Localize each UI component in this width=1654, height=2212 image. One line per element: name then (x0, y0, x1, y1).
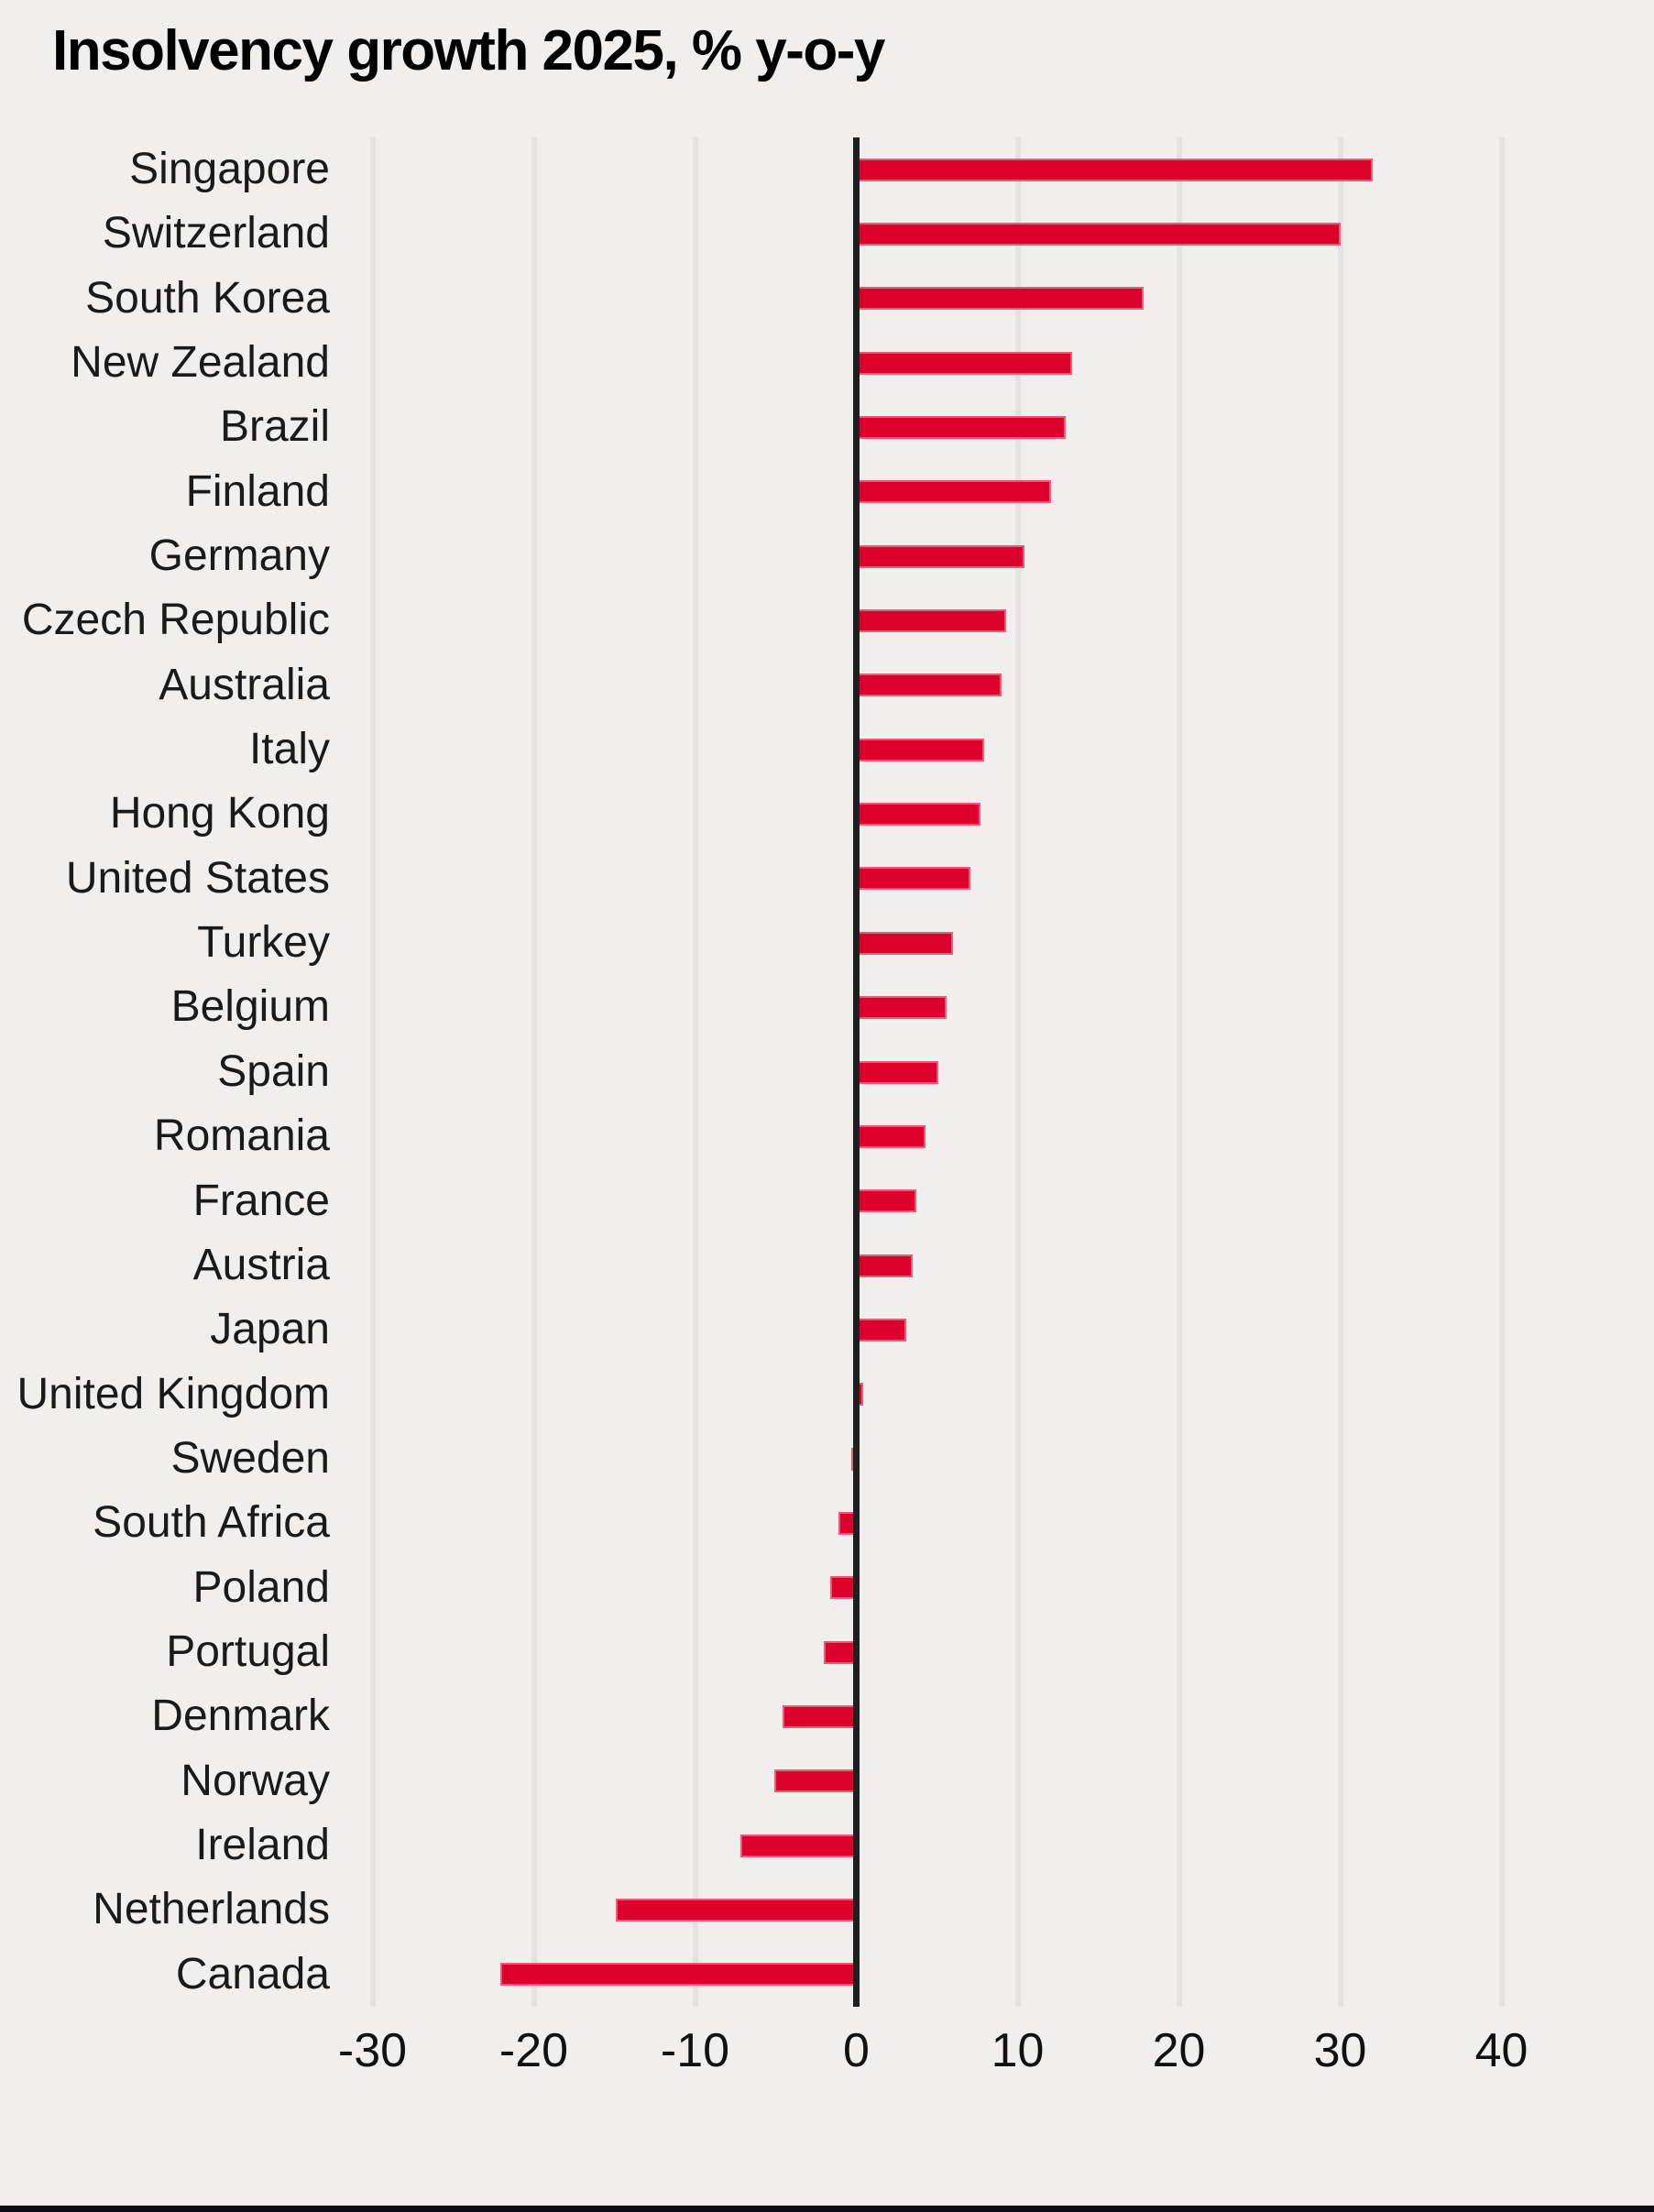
country-label: Denmark (151, 1692, 330, 1741)
gridline (692, 137, 698, 2007)
x-tick-label: 10 (991, 2024, 1045, 2077)
bar (856, 931, 954, 955)
country-label: Poland (192, 1562, 330, 1612)
bar (782, 1704, 857, 1728)
country-label: Sweden (170, 1433, 330, 1483)
gridline (1498, 137, 1505, 2007)
bar (856, 544, 1024, 568)
bar (856, 1254, 914, 1277)
country-label: Turkey (197, 918, 330, 968)
x-tick-label: 40 (1474, 2024, 1528, 2077)
country-label: Singapore (129, 145, 330, 193)
gridline (1176, 137, 1182, 2007)
x-tick-label: 30 (1313, 2024, 1367, 2077)
bar (856, 351, 1073, 375)
country-label: New Zealand (71, 338, 330, 388)
bottom-strip (0, 2206, 1654, 2212)
bar (856, 738, 984, 761)
gridline (369, 137, 376, 2007)
zero-axis-line (853, 137, 860, 2007)
bar (856, 1189, 916, 1213)
gridline (1337, 137, 1343, 2007)
country-label: United States (65, 853, 330, 903)
bar (856, 223, 1341, 246)
x-tick-label: -20 (498, 2024, 569, 2077)
country-label: South Africa (93, 1498, 330, 1548)
bar (856, 867, 971, 891)
country-label: United Kingdom (16, 1369, 330, 1418)
country-label: South Korea (85, 273, 330, 323)
x-tick-label: -10 (660, 2024, 730, 2077)
x-tick-label: 0 (843, 2024, 870, 2077)
country-label: Belgium (170, 982, 330, 1032)
bar (856, 996, 947, 1020)
country-label: Hong Kong (109, 789, 330, 838)
x-tick-label: 20 (1152, 2024, 1206, 2077)
bar (824, 1640, 857, 1664)
bar (856, 1060, 939, 1084)
bar (616, 1898, 857, 1922)
gridline (1014, 137, 1021, 2007)
bar (856, 287, 1144, 311)
bar (856, 673, 1002, 697)
bar (856, 158, 1373, 181)
country-label: Romania (153, 1111, 330, 1161)
country-label: Germany (148, 531, 330, 581)
x-tick-label: -30 (337, 2024, 408, 2077)
country-label: France (192, 1176, 330, 1225)
bar (856, 1318, 907, 1341)
bar (499, 1963, 857, 1987)
country-label: Ireland (195, 1820, 330, 1869)
bar (856, 416, 1067, 440)
bar (856, 480, 1052, 504)
country-label: Finland (185, 466, 330, 516)
country-label: Switzerland (102, 209, 330, 258)
country-label: Czech Republic (21, 596, 330, 645)
bar (856, 609, 1007, 633)
country-label: Spain (217, 1046, 330, 1096)
country-label: Japan (210, 1305, 330, 1354)
country-label: Brazil (219, 402, 330, 452)
chart-title: Insolvency growth 2025, % y-o-y (52, 19, 885, 82)
country-label: Canada (175, 1949, 330, 1998)
bar (856, 1124, 926, 1148)
country-label: Italy (248, 725, 330, 774)
country-label: Portugal (166, 1626, 330, 1676)
bar (739, 1834, 857, 1857)
country-label: Austria (192, 1240, 330, 1289)
country-label: Norway (181, 1756, 330, 1805)
country-label: Australia (159, 660, 330, 709)
gridline (531, 137, 537, 2007)
bar (773, 1769, 857, 1793)
country-label: Netherlands (93, 1885, 330, 1934)
bar (856, 803, 981, 827)
